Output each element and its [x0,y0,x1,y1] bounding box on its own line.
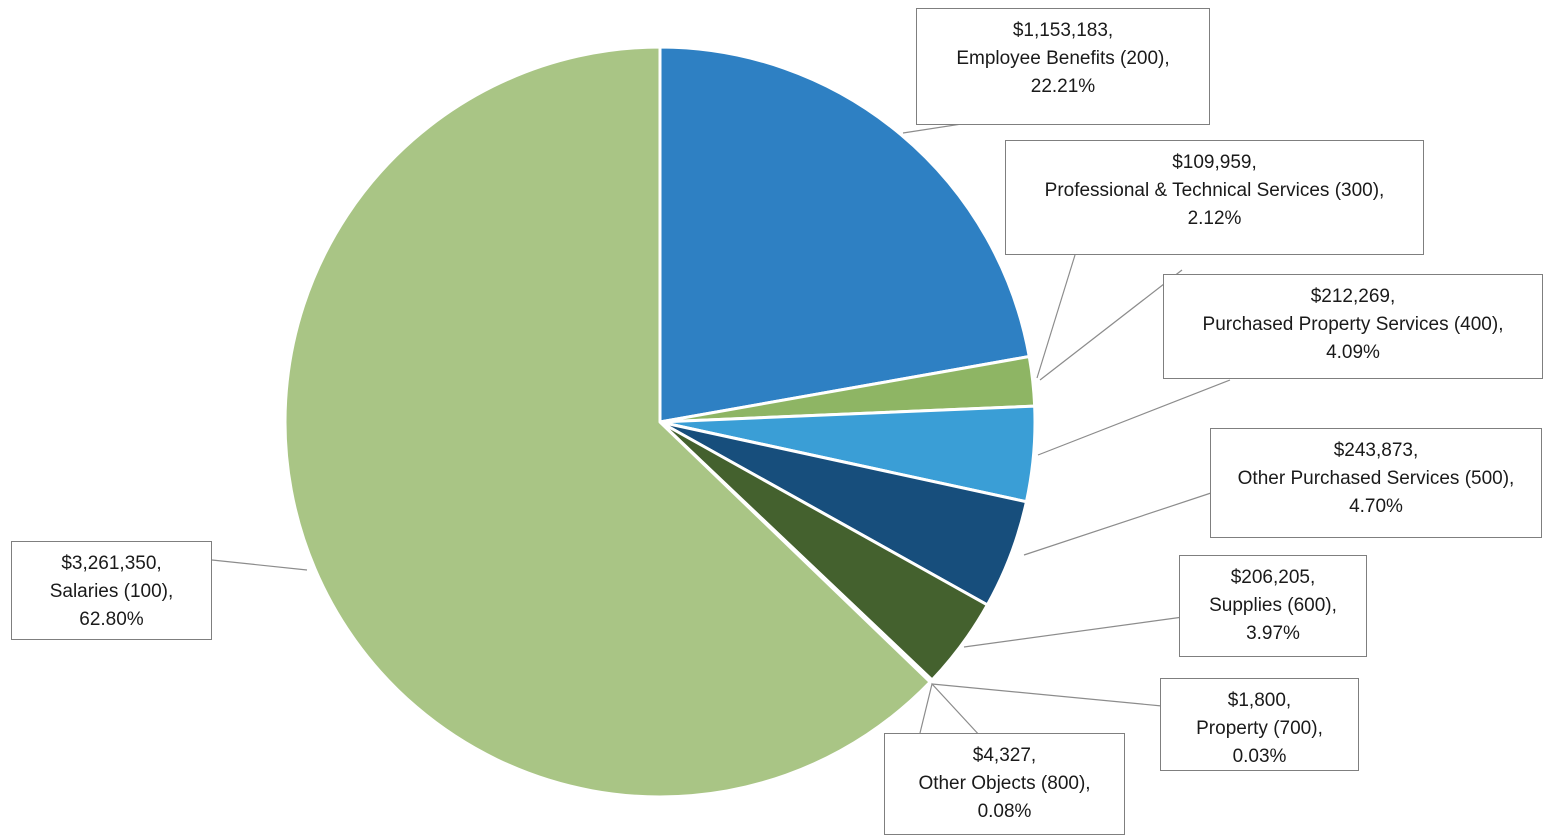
callout-percent: 3.97% [1246,623,1300,644]
callout-value: $3,261,350, [61,553,162,574]
callout-purchased-property: $212,269, Purchased Property Services (4… [1163,274,1543,379]
callout-category: Purchased Property Services (400), [1202,314,1504,335]
callout-category: Employee Benefits (200), [956,48,1170,69]
leader-professional-technical [1036,254,1076,379]
callout-value: $206,205, [1230,567,1316,588]
callout-percent: 2.12% [1187,208,1242,229]
callout-supplies: $206,205, Supplies (600), 3.97% [1179,555,1367,657]
callout-percent: 4.09% [1326,342,1380,363]
callout-percent: 4.70% [1349,496,1403,517]
leader-salaries [211,559,308,571]
callout-percent: 62.80% [79,609,144,630]
leader-purchased-property-2 [1037,379,1231,456]
callout-percent: 22.21% [1030,76,1096,97]
callout-value: $1,800, [1227,690,1292,711]
callout-other-objects: $4,327, Other Objects (800), 0.08% [884,733,1125,835]
callout-value: $1,153,183, [1012,20,1114,41]
callout-value: $212,269, [1310,286,1396,307]
callout-value: $4,327, [972,745,1037,766]
callout-property: $1,800, Property (700), 0.03% [1160,678,1359,771]
leader-purchased-property [1039,269,1183,381]
leader-other-objects [919,682,982,738]
callout-professional-technical: $109,959, Professional & Technical Servi… [1005,140,1424,255]
callout-percent: 0.03% [1232,746,1287,767]
leader-property [931,683,1163,707]
callout-percent: 0.08% [977,801,1032,822]
callout-category: Supplies (600), [1209,595,1337,616]
callout-category: Property (700), [1196,718,1323,739]
slice-employee-benefits [658,45,1031,424]
leader-supplies [963,616,1184,648]
callout-category: Salaries (100), [49,581,174,602]
callout-salaries: $3,261,350, Salaries (100), 62.80% [11,541,212,640]
callout-value: $243,873, [1333,440,1419,461]
slice-salaries [283,45,932,799]
callout-value: $109,959, [1172,152,1257,173]
leader-other-purchased [1023,491,1215,556]
callout-category: Other Objects (800), [918,773,1091,794]
callout-employee-benefits: $1,153,183, Employee Benefits (200), 22.… [916,8,1210,125]
callout-category: Other Purchased Services (500), [1237,468,1515,489]
callout-category: Professional & Technical Services (300), [1044,180,1385,201]
callout-other-purchased: $243,873, Other Purchased Services (500)… [1210,428,1542,538]
